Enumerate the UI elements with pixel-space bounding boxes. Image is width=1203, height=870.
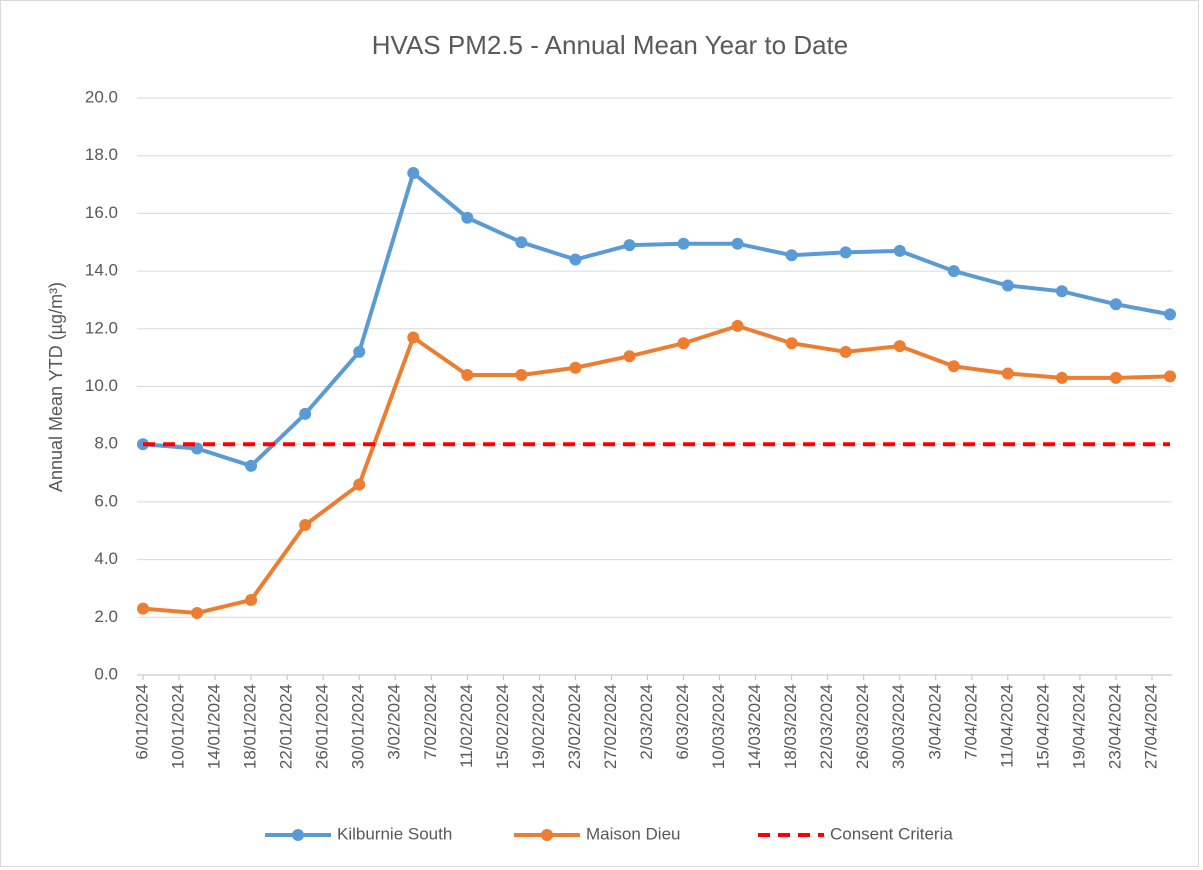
- data-point: [947, 265, 960, 278]
- y-tick-label: 12.0: [85, 318, 118, 337]
- x-tick-label: 26/03/2024: [853, 684, 872, 769]
- data-point: [947, 360, 960, 373]
- x-tick-label: 10/03/2024: [709, 684, 728, 769]
- x-tick-label: 7/02/2024: [421, 684, 440, 760]
- data-point: [1109, 298, 1122, 311]
- data-point: [785, 249, 798, 262]
- x-tick-label: 19/02/2024: [529, 684, 548, 769]
- data-point: [1001, 279, 1014, 292]
- x-tick-label: 14/01/2024: [205, 684, 224, 769]
- series-line: [142, 169, 1171, 469]
- data-point: [623, 350, 636, 363]
- series-line: [142, 323, 1171, 615]
- x-tick-label: 15/04/2024: [1033, 684, 1052, 769]
- y-axis-label: Annual Mean YTD (µg/m³): [46, 282, 66, 492]
- data-point: [677, 337, 690, 350]
- data-point: [1164, 370, 1176, 383]
- y-tick-label: 10.0: [85, 376, 118, 395]
- data-point: [407, 167, 420, 180]
- x-tick-label: 3/02/2024: [385, 684, 404, 760]
- data-point: [1164, 308, 1176, 321]
- x-tick-label: 18/01/2024: [241, 684, 260, 769]
- y-tick-label: 6.0: [94, 491, 118, 510]
- y-tick-label: 14.0: [85, 261, 118, 280]
- data-point: [569, 253, 582, 266]
- data-point: [623, 239, 636, 252]
- x-tick-label: 11/02/2024: [457, 684, 476, 768]
- data-point: [785, 337, 798, 350]
- data-point: [299, 407, 312, 420]
- data-point: [245, 459, 258, 472]
- y-tick-label: 20.0: [85, 87, 118, 106]
- y-tick-label: 4.0: [94, 549, 118, 568]
- data-point: [1109, 371, 1122, 384]
- data-point: [353, 345, 366, 358]
- data-point: [407, 331, 420, 344]
- data-point: [1001, 367, 1014, 380]
- x-tick-label: 18/03/2024: [781, 684, 800, 769]
- data-point: [731, 237, 744, 250]
- data-point: [1055, 285, 1068, 298]
- y-tick-label: 18.0: [85, 145, 118, 164]
- data-point: [191, 606, 204, 619]
- x-tick-label: 30/03/2024: [889, 684, 908, 769]
- x-tick-label: 27/02/2024: [601, 684, 620, 769]
- x-tick-label: 22/01/2024: [277, 684, 296, 769]
- legend-label: Maison Dieu: [586, 824, 681, 843]
- data-point: [515, 368, 528, 381]
- x-tick-label: 10/01/2024: [169, 684, 188, 769]
- data-point: [299, 518, 312, 531]
- y-tick-label: 2.0: [94, 607, 118, 626]
- x-tick-label: 6/01/2024: [132, 684, 151, 760]
- data-point: [677, 237, 690, 250]
- chart-title: HVAS PM2.5 - Annual Mean Year to Date: [372, 30, 848, 60]
- x-tick-label: 7/04/2024: [961, 684, 980, 760]
- data-point: [461, 368, 474, 381]
- x-tick-label: 19/04/2024: [1069, 684, 1088, 769]
- y-tick-label: 8.0: [94, 434, 118, 453]
- legend-label: Consent Criteria: [830, 824, 953, 843]
- data-point: [569, 361, 582, 374]
- data-point: [461, 211, 474, 224]
- data-point: [515, 236, 528, 249]
- data-point: [839, 246, 852, 259]
- x-tick-label: 14/03/2024: [745, 684, 764, 769]
- x-tick-label: 2/03/2024: [637, 684, 656, 760]
- x-tick-label: 23/04/2024: [1105, 684, 1124, 769]
- data-point: [731, 319, 744, 332]
- legend-label: Kilburnie South: [337, 824, 452, 843]
- legend-marker: [292, 829, 304, 841]
- y-tick-label: 16.0: [85, 203, 118, 222]
- x-tick-label: 15/02/2024: [493, 684, 512, 769]
- data-point: [1055, 371, 1068, 384]
- x-tick-label: 27/04/2024: [1141, 684, 1160, 769]
- data-point: [353, 478, 366, 491]
- x-tick-label: 11/04/2024: [997, 684, 1016, 768]
- y-tick-label: 0.0: [94, 664, 118, 683]
- data-point: [893, 244, 906, 257]
- data-point: [893, 340, 906, 353]
- data-point: [137, 602, 149, 615]
- legend-marker: [541, 829, 553, 841]
- data-point: [245, 593, 258, 606]
- data-point: [839, 345, 852, 358]
- x-tick-label: 22/03/2024: [817, 684, 836, 769]
- x-tick-label: 23/02/2024: [565, 684, 584, 769]
- x-tick-label: 26/01/2024: [313, 684, 332, 769]
- x-tick-label: 30/01/2024: [349, 684, 368, 769]
- x-tick-label: 3/04/2024: [925, 684, 944, 760]
- x-tick-label: 6/03/2024: [673, 684, 692, 760]
